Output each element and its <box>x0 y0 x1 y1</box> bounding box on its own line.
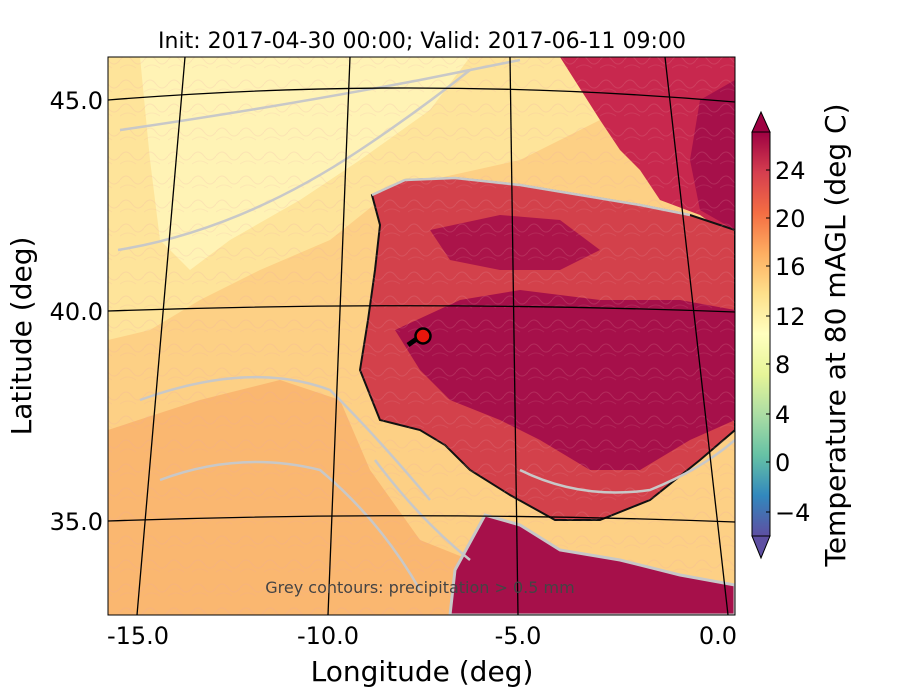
y-tick-label: 45.0 <box>50 87 103 115</box>
colorbar-tick-label: 20 <box>775 205 806 233</box>
colorbar: 24 20 16 12 8 4 0 −4 Temperature at 80 m… <box>751 103 852 568</box>
map-panel: Grey contours: precipitation > 0.5 mm <box>108 57 735 615</box>
colorbar-tick-label: 8 <box>775 351 790 379</box>
colorbar-ticks <box>766 169 770 513</box>
colorbar-max-extend <box>751 110 771 133</box>
x-tick-labels: -15.0 -10.0 -5.0 0.0 <box>107 622 737 650</box>
x-tick-label: -5.0 <box>495 622 542 650</box>
colorbar-tick-label: 16 <box>775 253 806 281</box>
colorbar-tick-label: 24 <box>775 157 806 185</box>
y-tick-labels: 45.0 40.0 35.0 <box>50 87 103 536</box>
precip-contours <box>117 58 735 591</box>
colorbar-body <box>751 131 771 537</box>
colorbar-tick-labels: 24 20 16 12 8 4 0 −4 <box>775 157 810 527</box>
colorbar-tick-label: −4 <box>775 499 810 527</box>
colorbar-tick-label: 4 <box>775 401 790 429</box>
colorbar-tick-label: 12 <box>775 303 806 331</box>
x-axis-label: Longitude (deg) <box>311 655 534 688</box>
colorbar-min-extend <box>751 535 771 560</box>
site-marker <box>414 327 432 345</box>
plot-title: Init: 2017-04-30 00:00; Valid: 2017-06-1… <box>158 29 686 54</box>
x-tick-label: 0.0 <box>699 622 737 650</box>
africa-land <box>448 513 735 615</box>
graticule <box>108 57 735 615</box>
y-axis-label: Latitude (deg) <box>5 237 38 436</box>
colorbar-tick-label: 0 <box>775 449 790 477</box>
y-tick-label: 35.0 <box>50 508 103 536</box>
contour-note: Grey contours: precipitation > 0.5 mm <box>265 578 574 597</box>
x-tick-label: -10.0 <box>297 622 359 650</box>
y-tick-label: 40.0 <box>50 298 103 326</box>
map-frame <box>107 56 736 616</box>
colorbar-label: Temperature at 80 mAGL (deg C) <box>819 103 852 567</box>
x-tick-label: -15.0 <box>107 622 169 650</box>
